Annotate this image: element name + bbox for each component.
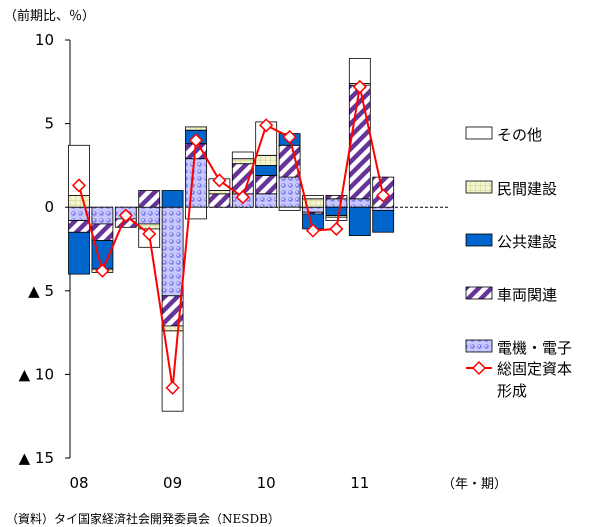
legend-swatch <box>465 180 493 194</box>
x-tick-label: 08 <box>69 474 88 492</box>
bar-segment <box>91 223 114 241</box>
legend-label: 車両関連 <box>497 286 557 304</box>
bar-segment <box>278 206 301 211</box>
y-tick-label: ▲ 10 <box>19 365 54 383</box>
bar-segment <box>231 158 254 165</box>
bar-segment <box>372 206 395 211</box>
y-tick-label: 5 <box>44 115 54 133</box>
x-tick-label: 11 <box>350 474 369 492</box>
gfcf-point <box>118 208 133 223</box>
bar-segment <box>278 176 301 208</box>
legend-label: 電機・電子 <box>497 339 572 357</box>
bar-segment <box>185 206 207 220</box>
bar-segment <box>91 206 114 225</box>
bar-segment <box>255 164 278 176</box>
x-unit-label: （年・期） <box>442 477 507 492</box>
bar-segment <box>161 325 184 332</box>
legend-line-marker <box>471 360 487 376</box>
legend-label: 形成 <box>497 382 527 400</box>
tick-labels: 10 5 0 ▲ 5 ▲ 10 ▲ 15 08 09 10 11 <box>19 31 370 492</box>
gfcf-point <box>165 380 180 395</box>
bar-segment <box>231 163 254 195</box>
legend-label: その他 <box>497 126 542 144</box>
bar-segment <box>325 195 348 200</box>
x-tick-label: 10 <box>257 474 276 492</box>
bar-segment <box>68 144 90 196</box>
gfcf-point <box>305 223 321 238</box>
legend-label: 民間建設 <box>497 180 557 198</box>
gfcf-point <box>376 188 391 203</box>
gfcf-point <box>259 118 274 133</box>
bar-segment <box>138 190 161 208</box>
bar-segment <box>138 206 161 225</box>
bar-segment <box>185 126 207 131</box>
y-tick-label: 10 <box>35 31 54 49</box>
legend-label: 公共建設 <box>497 233 557 251</box>
bar-segment <box>372 210 395 233</box>
bar-segment <box>255 154 278 166</box>
bar-segment <box>348 198 371 208</box>
gfcf-point <box>212 173 227 188</box>
bar-segment <box>185 158 207 208</box>
legend-label: 総固定資本 <box>497 360 572 378</box>
x-tick-label: 09 <box>163 474 182 492</box>
bar-segment <box>161 206 184 297</box>
bar-segment <box>325 216 348 221</box>
gfcf-point <box>352 79 367 94</box>
bar-segment <box>255 193 278 208</box>
bar-segment <box>302 195 324 200</box>
bar-segment <box>161 190 184 208</box>
gfcf-point <box>235 190 250 205</box>
y-tick-label: 0 <box>44 198 54 216</box>
axes <box>65 39 448 459</box>
bar-segment <box>325 198 348 208</box>
bar-segment <box>278 144 301 178</box>
gfcf-point <box>329 221 344 236</box>
y-unit-label: （前期比、％） <box>4 8 95 24</box>
bar-segment <box>208 190 231 195</box>
y-tick-label: ▲ 5 <box>28 282 54 300</box>
bar-series <box>68 58 395 412</box>
bar-segment <box>68 231 90 275</box>
bar-segment <box>348 206 371 236</box>
legend-swatch <box>465 233 493 247</box>
bar-segment <box>68 195 90 208</box>
bar-segment <box>231 151 254 160</box>
bar-segment <box>325 206 348 216</box>
gfcf-line <box>78 86 385 388</box>
bar-segment <box>348 84 371 200</box>
bar-segment <box>255 174 278 195</box>
bar-segment <box>348 58 371 84</box>
legend-swatch <box>465 339 493 353</box>
y-tick-label: ▲ 15 <box>19 449 54 467</box>
gfcf-point <box>282 129 297 145</box>
gfcf-point <box>142 226 157 242</box>
legend-swatch <box>465 126 493 140</box>
legend-swatch <box>465 286 493 300</box>
line-series <box>71 79 391 395</box>
gfcf-point <box>71 178 87 193</box>
bar-segment <box>208 193 231 208</box>
source-note: （資料）タイ国家経済社会開発委員会（NESDB） <box>6 511 280 526</box>
bar-segment <box>68 220 90 233</box>
bar-segment <box>302 206 324 213</box>
gfcf-point <box>95 263 110 278</box>
gfcf-point <box>188 133 204 148</box>
